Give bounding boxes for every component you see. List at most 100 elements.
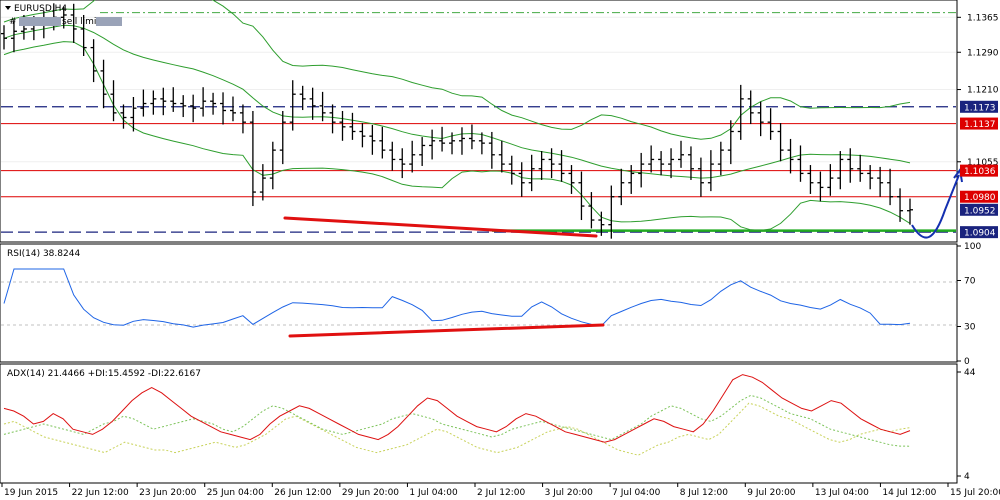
price-bar <box>419 137 426 166</box>
price-bar <box>717 141 724 176</box>
price-bar <box>458 127 465 155</box>
price-bar <box>190 94 197 123</box>
price-bar <box>897 188 904 222</box>
dropdown-triangle-icon[interactable] <box>5 6 11 10</box>
price-bar <box>578 171 585 221</box>
price-bar <box>907 198 913 225</box>
price-bar <box>90 39 97 83</box>
price-bar <box>180 95 187 118</box>
price-bar <box>598 211 605 236</box>
price-bar <box>439 126 446 152</box>
time-tick-label: 2 Jul 12:00 <box>477 488 526 498</box>
price-bar <box>299 85 306 111</box>
adx-title: ADX(14) 21.4466 +DI:15.4592 -DI:22.6167 <box>7 369 201 379</box>
price-bar <box>668 148 675 179</box>
price-bar <box>160 87 167 116</box>
price-bar <box>687 146 694 180</box>
time-tick-label: 13 Jul 04:00 <box>815 488 869 498</box>
price-bar <box>568 165 575 194</box>
price-label: 1.1173 <box>964 103 996 113</box>
adx-tick-label: 4 <box>964 472 970 482</box>
time-tick-label: 29 Jun 20:00 <box>342 488 399 498</box>
time-tick-label: 1 Jul 04:00 <box>409 488 458 498</box>
price-label: 1.0904 <box>964 229 996 239</box>
price-levels <box>1 12 956 233</box>
price-bar <box>827 164 834 196</box>
adx-tick-label: 44 <box>964 368 976 378</box>
price-label-box <box>960 226 998 239</box>
time-tick-label: 15 Jul 20:00 <box>950 488 1000 498</box>
rsi-trend-line[interactable] <box>288 323 605 338</box>
price-label-box <box>960 100 998 113</box>
price-label-box <box>960 164 998 177</box>
adx-line <box>3 374 911 443</box>
price-bar <box>767 108 774 140</box>
price-bar <box>429 129 436 160</box>
price-panel: EURUSD,H4 # sell limit <box>0 0 963 243</box>
time-tick-label: 8 Jul 12:00 <box>680 488 729 498</box>
rsi-tick-label: 70 <box>964 277 976 287</box>
adx-panel: ADX(14) 21.4466 +DI:15.4592 -DI:22.6167 <box>0 363 958 484</box>
price-bar <box>10 20 17 53</box>
price-bar <box>339 110 346 141</box>
order-label: sell limit <box>62 17 100 27</box>
price-bar <box>239 104 246 134</box>
price-grid <box>1 16 956 163</box>
price-bar <box>608 185 615 239</box>
price-bar <box>70 3 77 43</box>
time-tick-label: 22 Jun 12:00 <box>72 488 129 498</box>
forecast-arrow <box>911 174 960 239</box>
price-bar <box>130 97 137 132</box>
bollinger-lower <box>3 41 911 231</box>
price-bar <box>707 150 714 192</box>
price-bar <box>140 89 147 117</box>
price-bar <box>648 145 655 173</box>
rsi-tick-label: 100 <box>964 242 981 252</box>
price-bar <box>678 140 685 168</box>
price-bar <box>309 87 316 120</box>
rsi-tick-label: 30 <box>964 323 976 333</box>
bollinger-middle <box>3 24 911 179</box>
rsi-axis: 100 70 30 0 <box>957 242 981 367</box>
price-bar <box>807 165 814 194</box>
price-bar <box>379 126 386 159</box>
price-bar <box>548 148 555 179</box>
price-bar <box>518 162 525 197</box>
symbol-title: EURUSD,H4 <box>14 4 67 14</box>
price-bar <box>289 80 296 131</box>
symbol-header: EURUSD,H4 # sell limit <box>5 4 122 27</box>
price-bar <box>837 151 844 190</box>
price-bar <box>409 140 416 173</box>
price-bar <box>259 164 266 201</box>
price-bar <box>658 151 665 176</box>
price-bar <box>877 166 884 197</box>
price-bar <box>170 87 177 112</box>
time-axis: 19 Jun 2015 22 Jun 12:00 23 Jun 20:00 25 Ju… <box>1 483 1000 498</box>
price-bar <box>528 154 535 192</box>
price-bar <box>349 112 356 140</box>
price-tick-label: 1.1365 <box>967 13 999 23</box>
price-trend-line[interactable] <box>283 216 598 238</box>
price-bar <box>857 154 864 182</box>
price-bar <box>508 155 515 185</box>
price-bar <box>817 171 824 202</box>
price-bar <box>80 14 87 56</box>
price-bar <box>200 87 207 117</box>
price-label: 1.1137 <box>964 120 996 130</box>
price-bar <box>847 148 854 183</box>
price-label-box <box>960 117 998 130</box>
price-bar <box>777 123 784 162</box>
price-bar <box>638 152 645 188</box>
price-bar <box>558 150 565 182</box>
plus-di-line <box>3 394 911 447</box>
price-bar <box>210 92 217 115</box>
price-bar <box>478 132 485 155</box>
time-tick-label: 7 Jul 04:00 <box>612 488 661 498</box>
price-bar <box>220 92 227 125</box>
price-bar <box>737 84 744 140</box>
price-bar <box>468 124 475 150</box>
time-tick-label: 9 Jul 20:00 <box>747 488 796 498</box>
price-bar <box>727 120 734 165</box>
price-bar <box>618 168 625 206</box>
